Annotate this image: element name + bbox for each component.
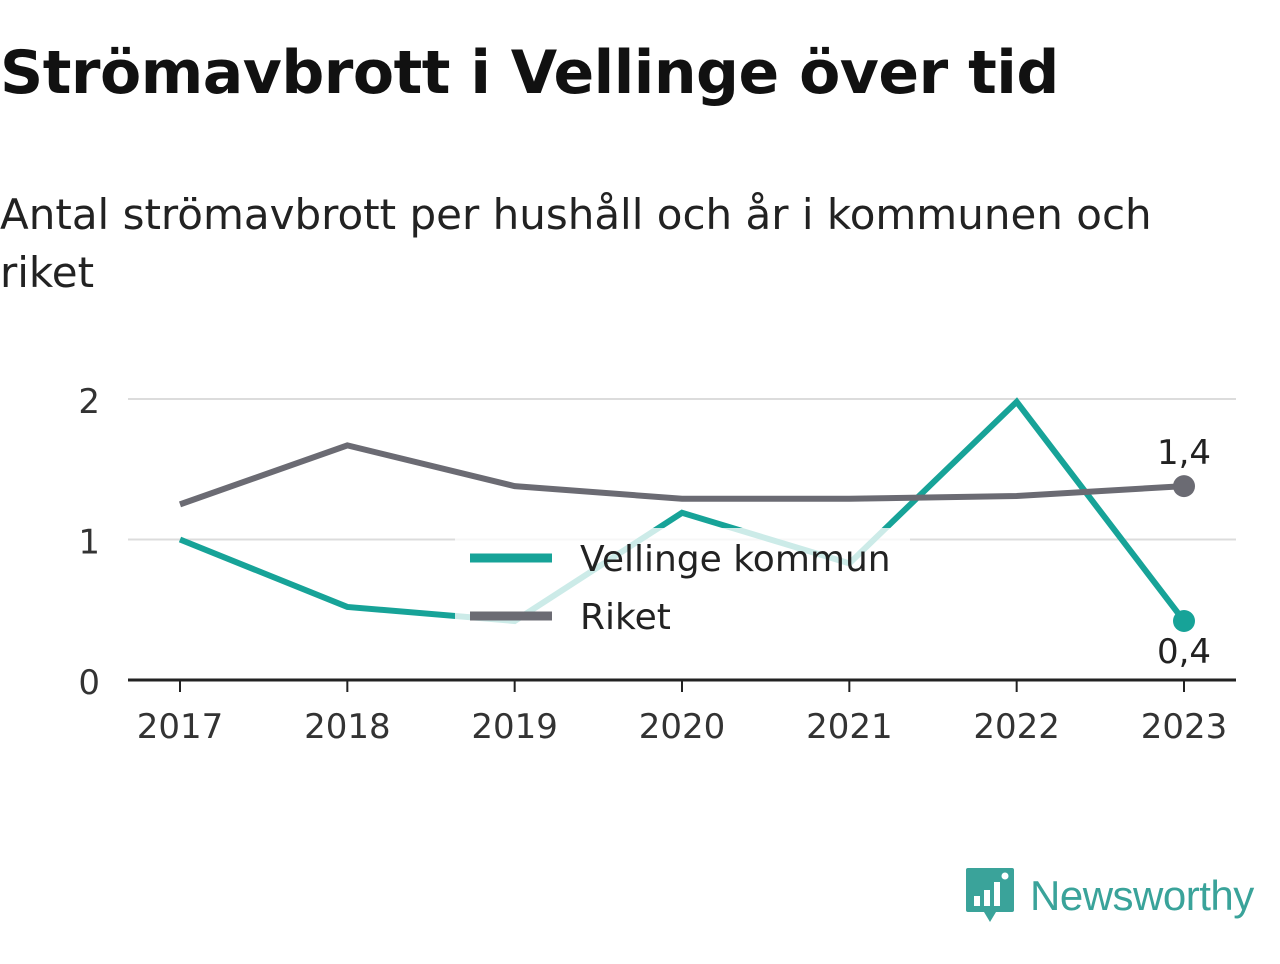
legend-background (455, 528, 910, 640)
x-tick-label: 2019 (471, 707, 558, 747)
series-line (178, 397, 1187, 625)
end-marker (1173, 475, 1195, 498)
newsworthy-logo-icon (966, 868, 1014, 922)
y-tick-label: 2 (78, 382, 100, 422)
chart-title: Strömavbrott i Vellinge över tid (0, 38, 1059, 108)
end-marker (1173, 609, 1195, 632)
y-tick-label: 0 (78, 663, 100, 703)
brand: Newsworthy (964, 866, 1254, 926)
x-tick-label: 2023 (1141, 707, 1228, 747)
x-tick-label: 2018 (304, 707, 391, 747)
legend-label: Riket (580, 597, 671, 638)
x-tick-label: 2017 (137, 707, 224, 747)
series-line (179, 442, 1185, 508)
chart-subtitle: Antal strömavbrott per hushåll och år i … (0, 190, 1152, 297)
x-tick-label: 2021 (806, 707, 893, 747)
x-tick-label: 2022 (973, 707, 1060, 747)
legend-label: Vellinge kommun (580, 539, 891, 580)
x-tick-label: 2020 (639, 707, 726, 747)
end-value-label: 1,4 (1157, 433, 1211, 473)
brand-name: Newsworthy (1030, 872, 1254, 919)
end-value-label: 0,4 (1157, 632, 1211, 672)
y-tick-label: 1 (78, 523, 100, 563)
